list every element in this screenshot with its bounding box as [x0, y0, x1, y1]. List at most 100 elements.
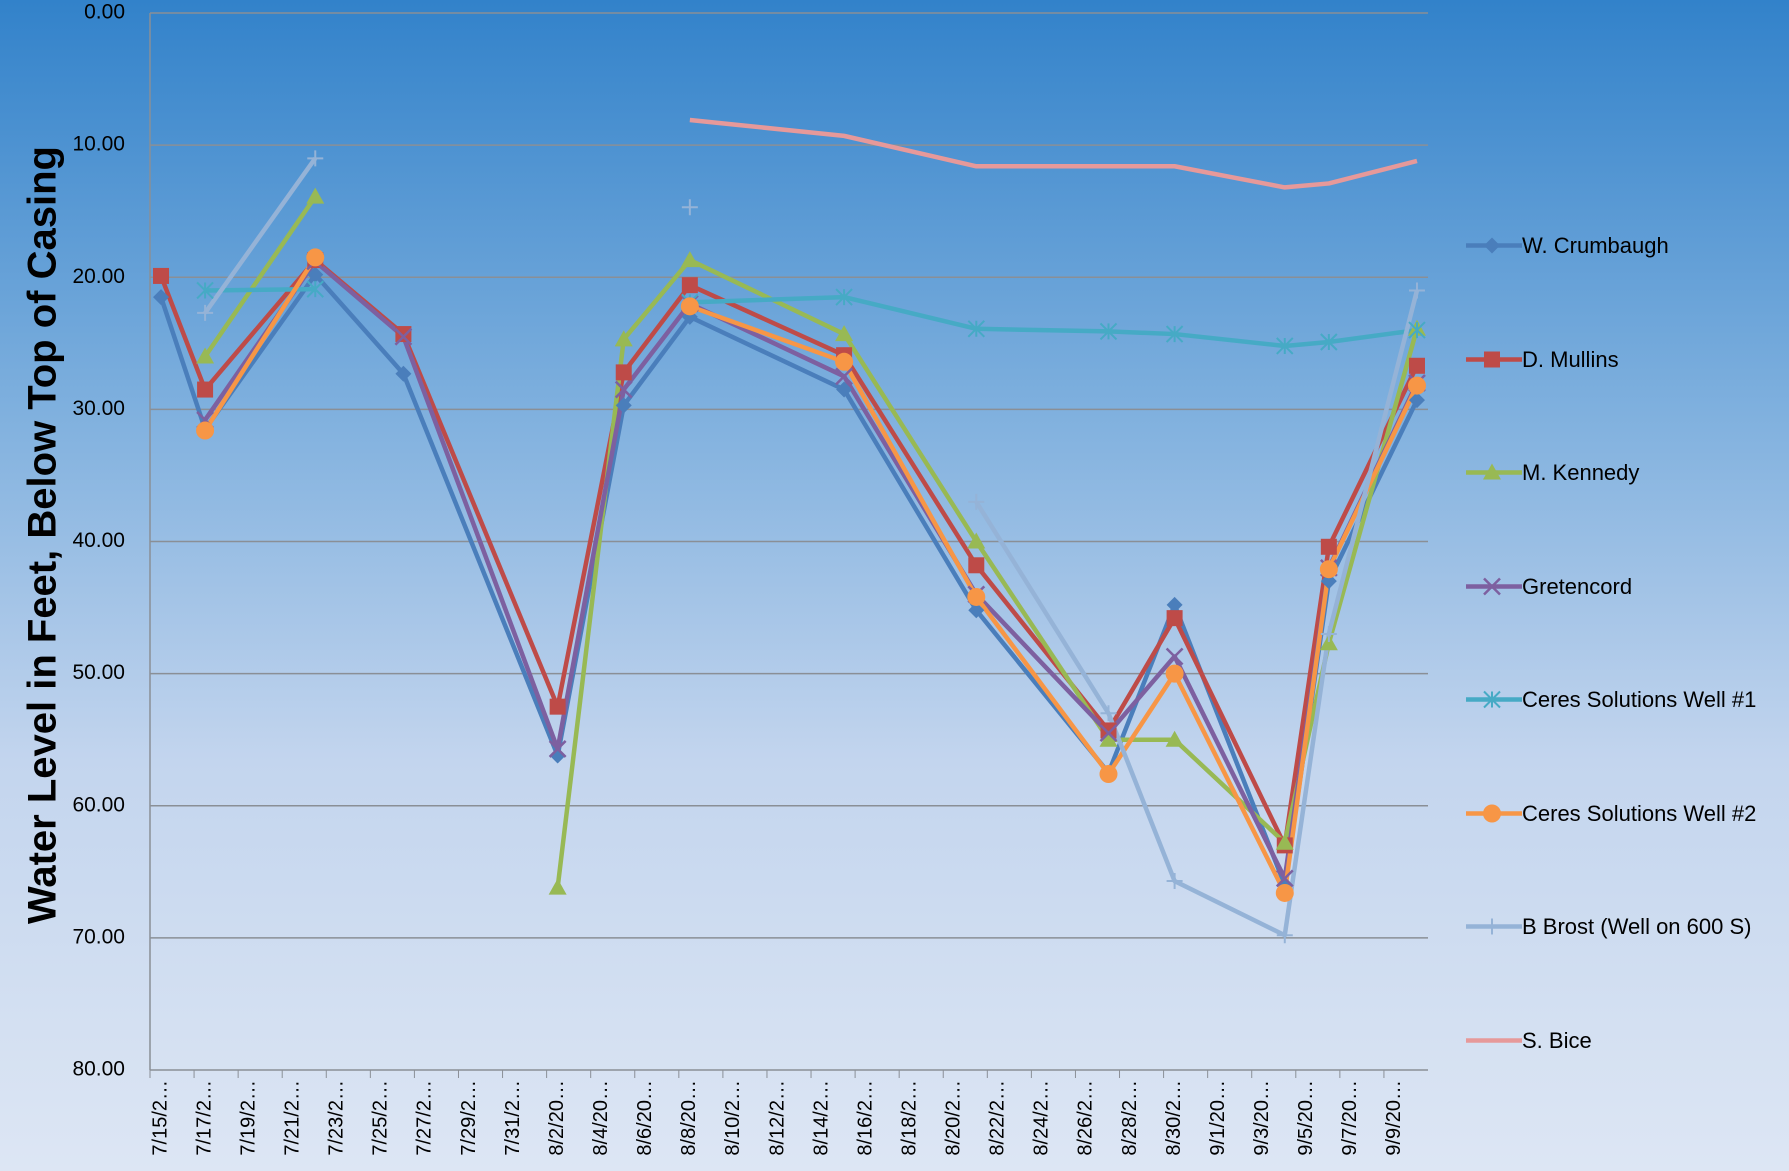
marker — [1319, 560, 1338, 579]
marker — [196, 347, 215, 364]
legend-item: S. Bice — [1466, 1024, 1782, 1057]
marker — [614, 330, 633, 347]
series-line — [203, 157, 1420, 938]
marker — [836, 381, 853, 398]
legend-swatch — [1466, 804, 1522, 822]
marker — [967, 587, 986, 606]
marker — [306, 248, 325, 267]
legend-label: Ceres Solutions Well #1 — [1522, 687, 1757, 712]
marker — [680, 297, 699, 316]
marker — [306, 187, 325, 204]
marker — [197, 304, 214, 321]
x-tick-label: 7/17/2… — [193, 1080, 215, 1156]
marker — [395, 365, 412, 382]
x-tick-label: 9/9/20… — [1383, 1080, 1405, 1156]
y-tick-label: 30.00 — [72, 397, 125, 420]
marker — [1484, 351, 1500, 367]
marker — [153, 289, 170, 306]
marker — [1408, 282, 1425, 299]
legend-label: Ceres Solutions Well #2 — [1522, 800, 1757, 826]
x-tick-label: 7/15/2… — [149, 1080, 171, 1156]
marker — [1483, 463, 1501, 480]
x-tick-label: 7/25/2… — [370, 1080, 392, 1156]
marker — [968, 557, 985, 574]
legend-label: D. Mullins — [1522, 346, 1619, 372]
marker — [680, 251, 699, 268]
legend-swatch — [1466, 237, 1522, 254]
marker — [1276, 927, 1293, 944]
marker — [196, 421, 215, 440]
y-tick-label: 0.00 — [84, 1, 125, 24]
marker — [153, 267, 170, 284]
marker — [1099, 730, 1118, 747]
x-tick-label: 8/4/20… — [590, 1080, 612, 1156]
x-tick-label: 8/2/20… — [546, 1080, 568, 1156]
marker — [681, 277, 698, 294]
x-tick-label: 9/7/20… — [1339, 1080, 1361, 1156]
x-tick-label: 8/24/2… — [1031, 1080, 1053, 1156]
marker — [1483, 577, 1501, 595]
series-line — [158, 272, 1420, 888]
marker — [614, 380, 633, 399]
legend-label: Gretencord — [1522, 573, 1633, 599]
marker — [1275, 833, 1294, 850]
x-tick-label: 7/29/2… — [458, 1080, 480, 1156]
legend-item: Gretencord — [1466, 570, 1782, 603]
legend-item: W. Crumbaugh — [1466, 229, 1782, 262]
marker — [1408, 392, 1425, 409]
legend-swatch — [1466, 690, 1522, 709]
marker — [1165, 730, 1184, 747]
x-tick-label: 9/1/20… — [1207, 1080, 1229, 1156]
x-tick-label: 8/6/20… — [634, 1080, 656, 1156]
legend-label: B Brost (Well on 600 S) — [1522, 914, 1752, 939]
x-tick-label: 8/26/2… — [1075, 1080, 1097, 1156]
marker — [615, 364, 632, 381]
marker — [835, 325, 854, 342]
y-tick-label: 10.00 — [72, 133, 125, 156]
x-tick-label: 9/5/20… — [1295, 1080, 1317, 1156]
marker — [681, 199, 698, 216]
marker — [1099, 765, 1118, 784]
marker — [1319, 634, 1338, 651]
marker — [968, 602, 985, 619]
marker — [1320, 625, 1337, 642]
legend-swatch — [1466, 351, 1522, 367]
y-tick-label: 20.00 — [72, 265, 125, 288]
marker — [1166, 596, 1183, 613]
marker — [1276, 337, 1294, 355]
legend-item: D. Mullins — [1466, 343, 1782, 376]
y-axis-title: Water Level in Feet, Below Top of Casing — [21, 146, 65, 924]
legend-item: B Brost (Well on 600 S) — [1466, 910, 1782, 943]
x-tick-label: 7/27/2… — [414, 1080, 436, 1156]
marker — [548, 878, 567, 895]
series-line — [203, 256, 1420, 896]
marker — [306, 280, 324, 298]
marker — [1483, 690, 1501, 709]
marker — [835, 288, 853, 306]
marker — [968, 493, 985, 510]
legend-item: M. Kennedy — [1466, 456, 1782, 489]
y-tick-label: 40.00 — [72, 529, 125, 552]
legend-swatch — [1466, 918, 1522, 935]
legend-swatch — [1466, 1037, 1522, 1043]
x-tick-label: 9/3/20… — [1251, 1080, 1273, 1156]
y-tick-label: 80.00 — [72, 1058, 125, 1081]
marker — [1320, 538, 1337, 555]
marker — [1166, 873, 1183, 890]
legend-label: S. Bice — [1522, 1027, 1592, 1053]
marker — [1100, 722, 1117, 739]
x-tick-label: 8/30/2… — [1163, 1080, 1185, 1156]
marker — [307, 150, 324, 167]
y-tick-label: 50.00 — [72, 661, 125, 684]
legend-label: W. Crumbaugh — [1522, 233, 1669, 258]
x-tick-label: 7/31/2… — [502, 1080, 524, 1156]
marker — [615, 397, 632, 414]
x-tick-label: 8/14/2… — [810, 1080, 832, 1156]
x-tick-label: 8/20/2… — [943, 1080, 965, 1156]
x-tick-label: 8/16/2… — [854, 1080, 876, 1156]
marker — [835, 352, 854, 371]
marker — [1275, 883, 1294, 902]
x-tick-label: 8/10/2… — [722, 1080, 744, 1156]
marker — [835, 367, 853, 386]
